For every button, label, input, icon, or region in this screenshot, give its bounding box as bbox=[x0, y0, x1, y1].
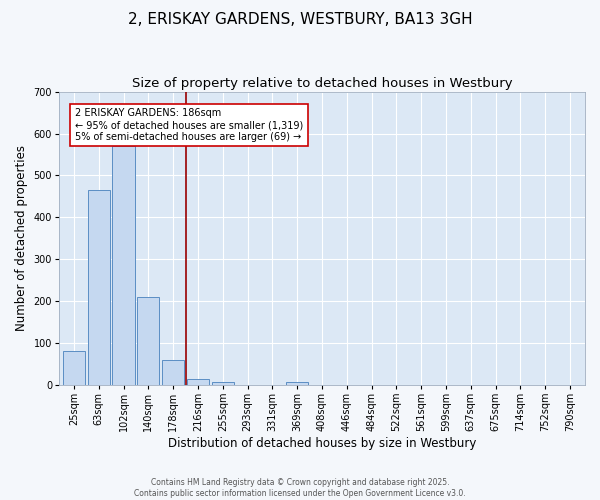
Bar bbox=[63, 352, 85, 385]
Bar bbox=[112, 146, 134, 385]
Text: Contains HM Land Registry data © Crown copyright and database right 2025.
Contai: Contains HM Land Registry data © Crown c… bbox=[134, 478, 466, 498]
Y-axis label: Number of detached properties: Number of detached properties bbox=[15, 146, 28, 332]
Bar bbox=[286, 382, 308, 385]
Bar bbox=[137, 297, 160, 385]
Bar bbox=[187, 378, 209, 385]
Bar bbox=[88, 190, 110, 385]
Text: 2, ERISKAY GARDENS, WESTBURY, BA13 3GH: 2, ERISKAY GARDENS, WESTBURY, BA13 3GH bbox=[128, 12, 472, 28]
X-axis label: Distribution of detached houses by size in Westbury: Distribution of detached houses by size … bbox=[168, 437, 476, 450]
Bar bbox=[212, 382, 234, 385]
Bar bbox=[162, 360, 184, 385]
Title: Size of property relative to detached houses in Westbury: Size of property relative to detached ho… bbox=[131, 78, 512, 90]
Text: 2 ERISKAY GARDENS: 186sqm
← 95% of detached houses are smaller (1,319)
5% of sem: 2 ERISKAY GARDENS: 186sqm ← 95% of detac… bbox=[75, 108, 304, 142]
